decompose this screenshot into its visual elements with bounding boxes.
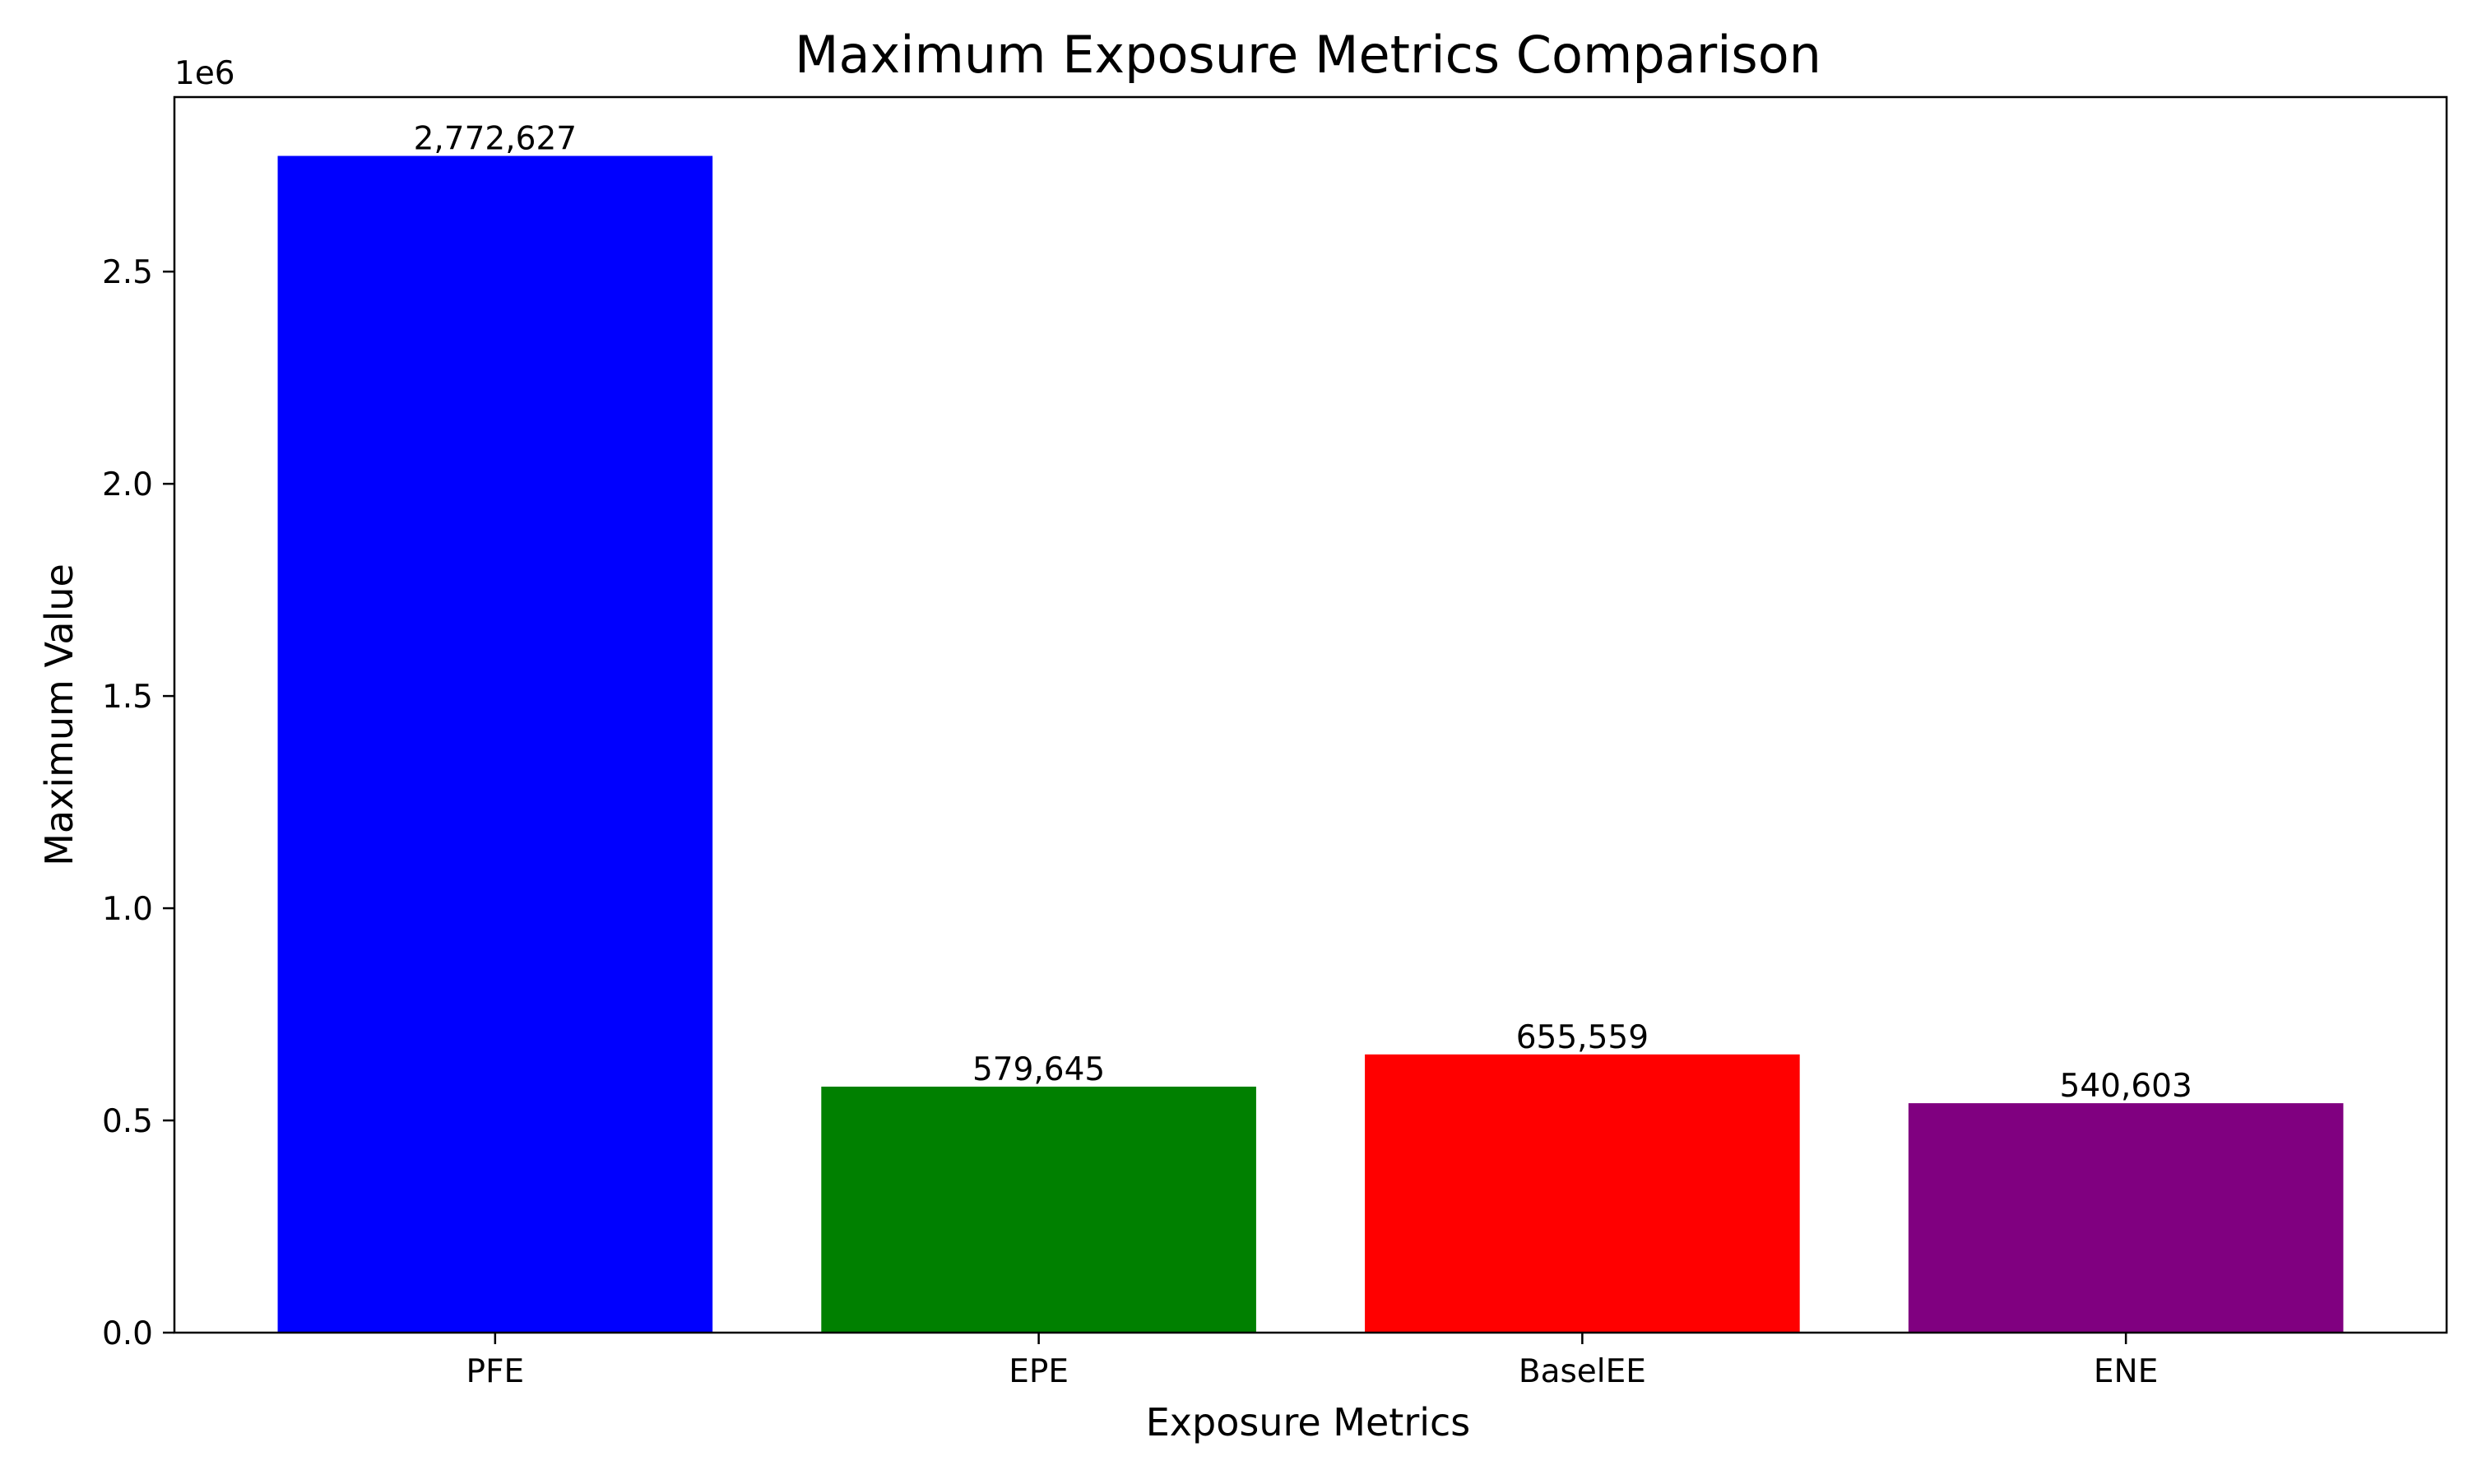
x-axis-ticks: PFE EPE BaselEE ENE [466, 1333, 2158, 1390]
bar-baselee [1365, 1054, 1800, 1333]
y-tick-label: 2.0 [102, 466, 153, 503]
data-labels-layer: 2,772,627 579,645 655,559 540,603 [414, 121, 2192, 1106]
data-label-epe: 579,645 [972, 1051, 1105, 1088]
y-axis-label: Maximum Value [37, 563, 81, 866]
x-tick-label: BaselEE [1519, 1353, 1646, 1390]
bar-epe [821, 1086, 1256, 1333]
data-label-pfe: 2,772,627 [414, 121, 578, 158]
bar-ene [1908, 1103, 2344, 1333]
bar-pfe [277, 155, 713, 1333]
y-axis-ticks: 0.0 0.5 1.0 1.5 2.0 2.5 [102, 254, 174, 1352]
x-tick-label: PFE [466, 1353, 525, 1390]
y-tick-label: 2.5 [102, 254, 153, 291]
x-axis-label: Exposure Metrics [1146, 1400, 1471, 1445]
y-tick-label: 1.5 [102, 679, 153, 716]
y-tick-label: 0.0 [102, 1315, 153, 1352]
data-label-ene: 540,603 [2060, 1068, 2192, 1105]
data-label-baselee: 655,559 [1516, 1019, 1649, 1056]
plot-area-frame [173, 95, 2448, 1334]
x-tick-label: EPE [1009, 1353, 1069, 1390]
chart-title: Maximum Exposure Metrics Comparison [795, 25, 1821, 85]
y-tick-label: 0.5 [102, 1103, 153, 1140]
x-tick-label: ENE [2094, 1353, 2158, 1390]
bars-layer [277, 155, 2344, 1333]
y-axis-offset-label: 1e6 [174, 55, 235, 92]
y-tick-label: 1.0 [102, 891, 153, 928]
